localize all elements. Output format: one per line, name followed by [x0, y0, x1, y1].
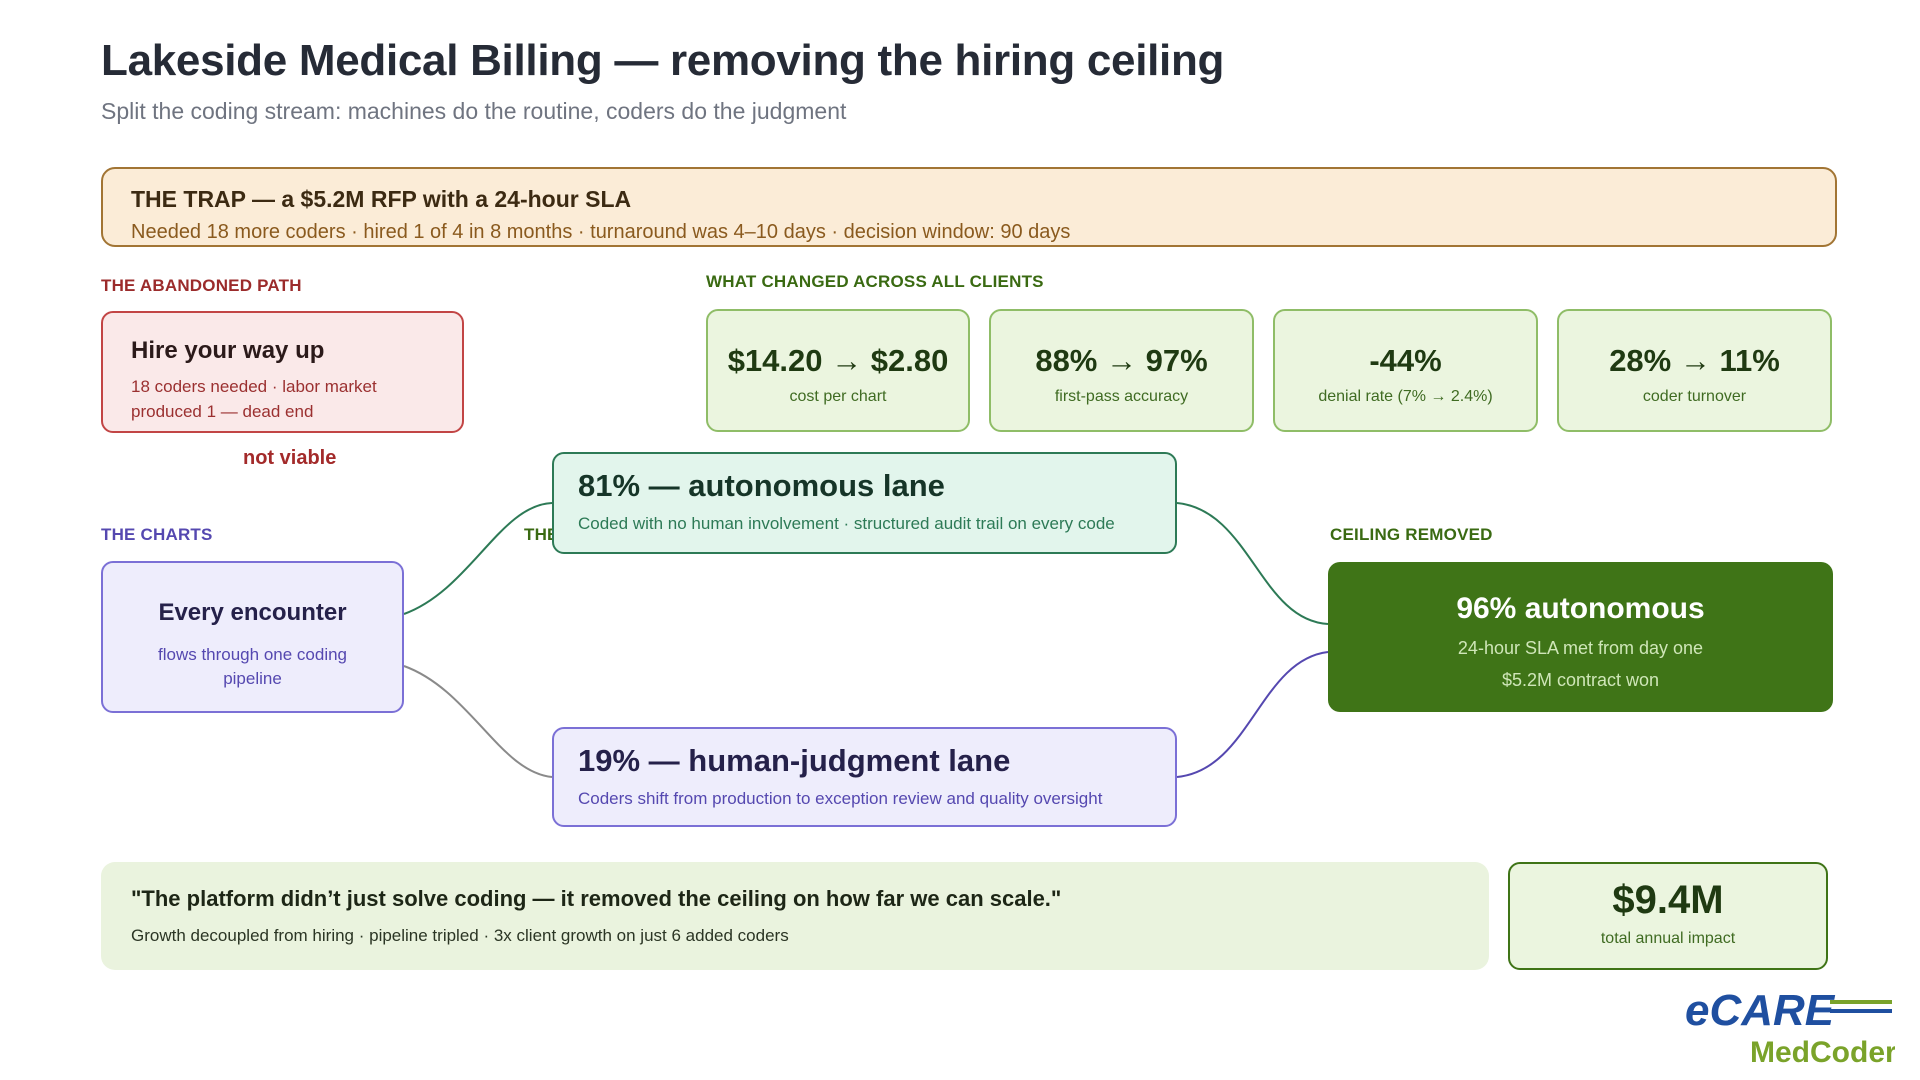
metric-value: -44% [1369, 343, 1442, 378]
testimonial-outcomes: Growth decoupled from hiring · pipeline … [131, 926, 789, 945]
encounter-subtitle: flows through one coding pipeline [157, 645, 348, 688]
not-viable-verdict: not viable [243, 447, 337, 469]
every-encounter-node: Every encounter flows through one coding… [101, 561, 404, 713]
metric-value: $14.20 → $2.80 [727, 343, 949, 378]
metric-caption: first-pass accuracy [1054, 388, 1189, 405]
ecare-medcoder-logo: eCARE MedCoder [1685, 986, 1895, 1068]
metric-value: 28% → 11% [1609, 343, 1780, 378]
logo-stripe [1830, 1009, 1892, 1013]
result-line-contract: $5.2M contract won [1501, 670, 1660, 690]
metric-caption: denial rate (7% → 2.4%) [1318, 388, 1493, 405]
abandoned-path-detail: 18 coders needed · labor market produced… [131, 377, 377, 421]
ceiling-section-label: CEILING REMOVED [1330, 525, 1493, 544]
abandoned-path-title: Hire your way up [131, 337, 325, 364]
result-line-sla: 24-hour SLA met from day one [1457, 638, 1704, 658]
human-judgment-lane-node: 19% — human-judgment lane Coders shift f… [552, 727, 1177, 827]
autonomous-lane-node: 81% — autonomous lane Coded with no huma… [552, 452, 1177, 554]
metric-caption: coder turnover [1642, 388, 1747, 405]
total-impact-card: $9.4M total annual impact [1508, 862, 1828, 970]
connector-source-to-auto [403, 502, 553, 615]
testimonial-quote: "The platform didn’t just solve coding —… [131, 886, 1062, 911]
logo-product-text: MedCoder [1750, 1036, 1895, 1068]
ceiling-removed-result-node: 96% autonomous 24-hour SLA met from day … [1328, 562, 1833, 712]
logo-brand-text: eCARE [1685, 986, 1836, 1035]
charts-section-label: THE CHARTS [101, 525, 213, 544]
metric-card-turnover: 28% → 11% coder turnover [1557, 309, 1832, 432]
total-impact-caption: total annual impact [1600, 930, 1736, 947]
trap-title: THE TRAP — a $5.2M RFP with a 24-hour SL… [131, 186, 632, 212]
metric-card-cost: $14.20 → $2.80 cost per chart [706, 309, 970, 432]
page-title: Lakeside Medical Billing — removing the … [101, 36, 1225, 85]
encounter-title: Every encounter [158, 599, 347, 626]
metric-caption: cost per chart [789, 388, 887, 405]
abandoned-section-label: THE ABANDONED PATH [101, 276, 302, 295]
human-lane-title: 19% — human-judgment lane [578, 743, 1011, 778]
page-subtitle: Split the coding stream: machines do the… [101, 98, 847, 124]
autonomous-lane-subtitle: Coded with no human involvement · struct… [578, 514, 1115, 533]
human-lane-subtitle: Coders shift from production to exceptio… [578, 789, 1103, 808]
split-section-label: THE [524, 525, 559, 544]
result-title: 96% autonomous [1456, 592, 1705, 625]
autonomous-lane-title: 81% — autonomous lane [578, 468, 945, 503]
total-impact-value: $9.4M [1612, 878, 1724, 922]
trap-detail: Needed 18 more coders · hired 1 of 4 in … [131, 221, 1071, 243]
trap-banner [101, 167, 1837, 247]
testimonial-quote-card [101, 862, 1489, 970]
connector-human-to-result [1176, 651, 1329, 778]
changed-section-label: WHAT CHANGED ACROSS ALL CLIENTS [706, 272, 1044, 291]
connector-auto-to-result [1176, 502, 1329, 625]
metric-card-denial-rate: -44% denial rate (7% → 2.4%) [1273, 309, 1538, 432]
connector-source-to-human [403, 665, 553, 778]
metric-value: 88% → 97% [1035, 343, 1208, 378]
abandoned-path-card [101, 311, 464, 433]
metric-card-accuracy: 88% → 97% first-pass accuracy [989, 309, 1254, 432]
logo-stripe [1830, 1000, 1892, 1004]
